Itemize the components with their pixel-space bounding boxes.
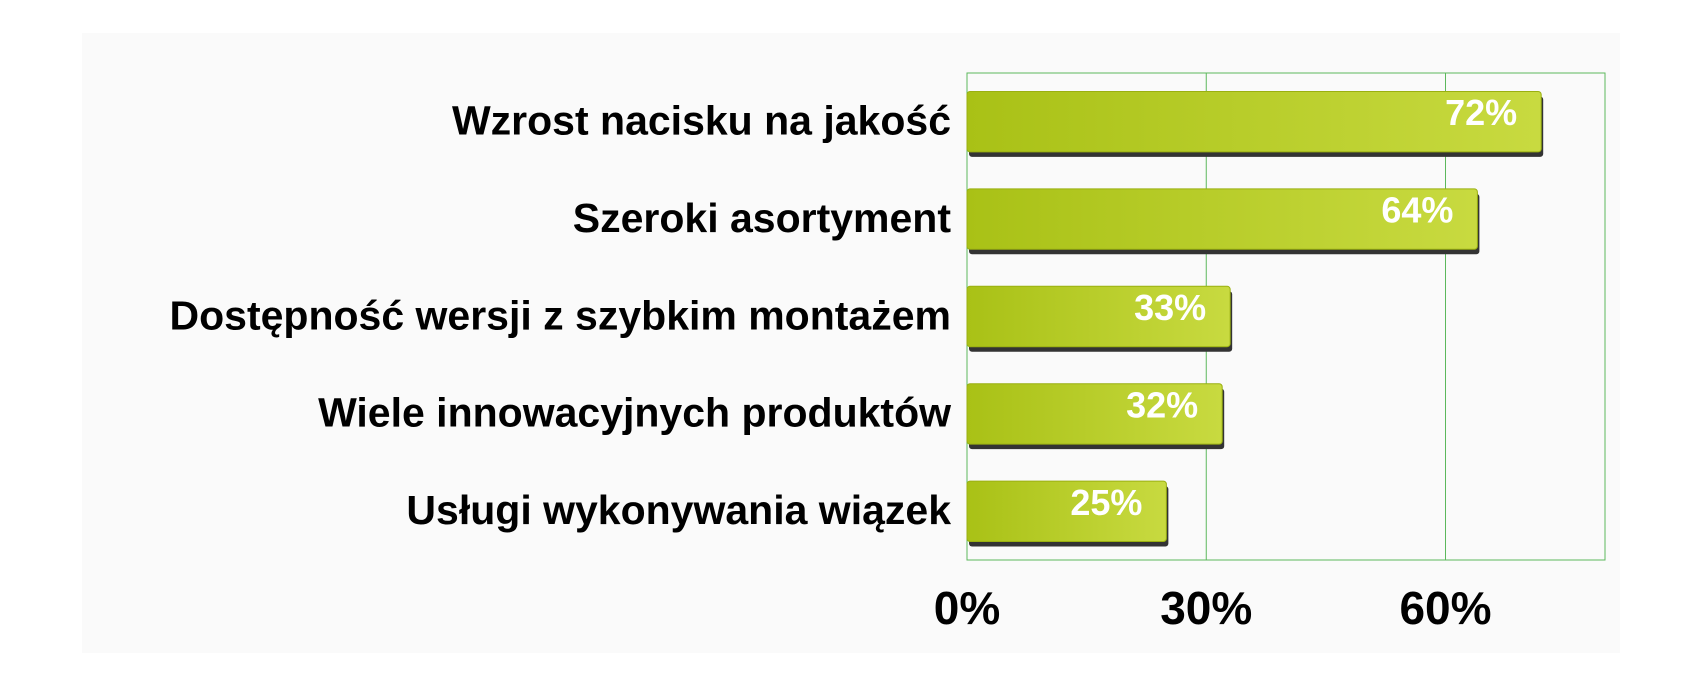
x-tick-label: 60% xyxy=(1399,582,1491,634)
value-label: 25% xyxy=(1070,482,1142,523)
bar xyxy=(966,188,1478,250)
x-tick-label: 0% xyxy=(934,582,1000,634)
value-label: 72% xyxy=(1445,92,1517,133)
y-tick-label: Dostępność wersji z szybkim montażem xyxy=(169,292,951,338)
y-tick-label: Wiele innowacyjnych produktów xyxy=(318,390,951,436)
bar xyxy=(966,285,1231,348)
value-label: 32% xyxy=(1126,384,1198,425)
y-tick-label: Wzrost nacisku na jakość xyxy=(452,98,951,144)
x-tick-label: 30% xyxy=(1160,582,1252,634)
bar xyxy=(966,480,1167,542)
bar xyxy=(966,383,1223,445)
y-tick-label: Szeroki asortyment xyxy=(573,195,952,241)
value-label: 33% xyxy=(1134,287,1206,328)
value-label: 64% xyxy=(1381,190,1453,231)
bar xyxy=(966,91,1542,153)
y-tick-label: Usługi wykonywania wiązek xyxy=(406,487,951,533)
